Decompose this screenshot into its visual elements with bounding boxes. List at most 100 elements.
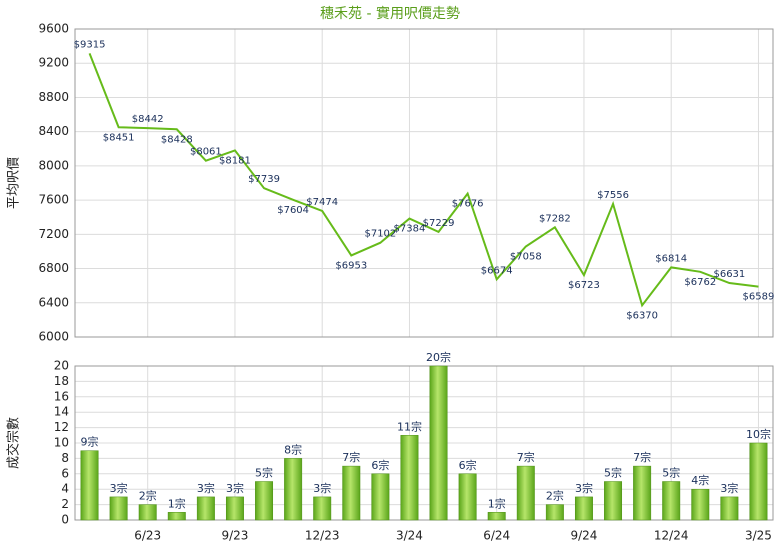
bar [545, 504, 564, 521]
data-label: $7676 [452, 199, 484, 210]
y-tick-label: 9200 [38, 56, 69, 70]
y-tick-label: 8000 [38, 158, 69, 172]
y-tick-label: 0 [61, 513, 69, 527]
plot-area [75, 29, 773, 337]
y-tick-label: 4 [61, 482, 69, 496]
x-tick-label: 12/24 [654, 529, 689, 543]
x-tick-label: 6/24 [483, 529, 510, 543]
data-label: $7102 [364, 229, 396, 240]
y-tick-label: 8800 [38, 90, 69, 104]
bar [196, 496, 215, 521]
data-label: $6814 [655, 253, 687, 264]
data-label: $8061 [190, 147, 222, 158]
bar [458, 473, 477, 521]
data-label: 2宗 [546, 489, 564, 503]
data-label: $8442 [132, 114, 164, 125]
bar [109, 496, 128, 521]
data-label: $7282 [539, 213, 571, 224]
plot-frame [74, 28, 774, 338]
data-label: $6953 [335, 260, 367, 271]
data-label: $8451 [103, 132, 135, 143]
y-tick-label: 7200 [38, 227, 69, 241]
data-label: 5宗 [604, 466, 622, 480]
y-axis-label: 成交宗數 [6, 417, 22, 469]
bar [662, 481, 681, 521]
y-tick-label: 16 [54, 389, 69, 403]
bar [167, 512, 186, 521]
data-label: 8宗 [284, 442, 302, 456]
price-line [88, 53, 759, 308]
data-label: $6762 [684, 277, 716, 288]
y-tick-label: 6400 [38, 295, 69, 309]
data-label: $6723 [568, 280, 600, 291]
data-label: $6370 [626, 310, 658, 321]
plot-frame [74, 365, 774, 521]
x-tick-label: 3/24 [396, 529, 423, 543]
data-label: 11宗 [397, 419, 422, 433]
data-label: 20宗 [426, 350, 451, 364]
bar [633, 465, 652, 521]
bar [691, 488, 710, 521]
x-tick-label: 6/23 [134, 529, 161, 543]
data-label: 3宗 [720, 481, 738, 495]
bar [400, 435, 419, 521]
bar [720, 496, 739, 521]
data-label: $7739 [248, 174, 280, 185]
y-tick-label: 6 [61, 466, 69, 480]
bar [487, 512, 506, 521]
y-tick-label: 8400 [38, 124, 69, 138]
data-label: 3宗 [226, 481, 244, 495]
data-label: $7384 [394, 224, 426, 235]
data-label: 9宗 [81, 435, 99, 449]
bar [313, 496, 332, 521]
data-label: $8181 [219, 155, 251, 166]
y-tick-label: 8 [61, 451, 69, 465]
chart-title: 穗禾苑 - 實用呎價走勢 [320, 5, 460, 22]
x-tick-label: 9/23 [221, 529, 248, 543]
data-label: 7宗 [342, 450, 360, 464]
bar [138, 504, 157, 521]
data-label: $7229 [423, 218, 455, 229]
y-tick-label: 20 [54, 359, 69, 373]
bar [604, 481, 623, 521]
data-label: 3宗 [313, 481, 331, 495]
y-tick-label: 18 [54, 374, 69, 388]
data-label: $7556 [597, 190, 629, 201]
bar [80, 450, 99, 521]
x-tick-label: 9/24 [570, 529, 597, 543]
data-label: 3宗 [110, 481, 128, 495]
data-label: 1宗 [488, 496, 506, 510]
data-label: 3宗 [575, 481, 593, 495]
bar [255, 481, 274, 521]
data-label: $9315 [74, 39, 106, 50]
data-label: 6宗 [459, 458, 477, 472]
data-label: 1宗 [168, 496, 186, 510]
data-label: $7604 [277, 205, 309, 216]
data-label: 5宗 [255, 466, 273, 480]
y-tick-label: 7600 [38, 193, 69, 207]
y-tick-label: 14 [54, 405, 69, 419]
bar [749, 442, 768, 521]
bar [371, 473, 390, 521]
data-label: 4宗 [691, 473, 709, 487]
x-tick-label: 3/25 [745, 529, 772, 543]
bar [574, 496, 593, 521]
y-tick-label: 2 [61, 497, 69, 511]
data-label: $7058 [510, 251, 542, 262]
y-axis-label: 平均呎價 [7, 157, 22, 209]
bar [225, 496, 244, 521]
bar [342, 465, 361, 521]
y-tick-label: 12 [54, 420, 69, 434]
data-label: 7宗 [633, 450, 651, 464]
data-label: $6674 [481, 265, 513, 276]
data-label: 6宗 [371, 458, 389, 472]
data-label: 2宗 [139, 489, 157, 503]
y-tick-label: 9600 [38, 22, 69, 36]
data-label: $6631 [713, 269, 745, 280]
bar [284, 458, 303, 521]
bar [429, 365, 448, 521]
data-label: $6589 [743, 292, 775, 303]
x-tick-label: 12/23 [305, 529, 340, 543]
data-label: $8428 [161, 134, 193, 145]
